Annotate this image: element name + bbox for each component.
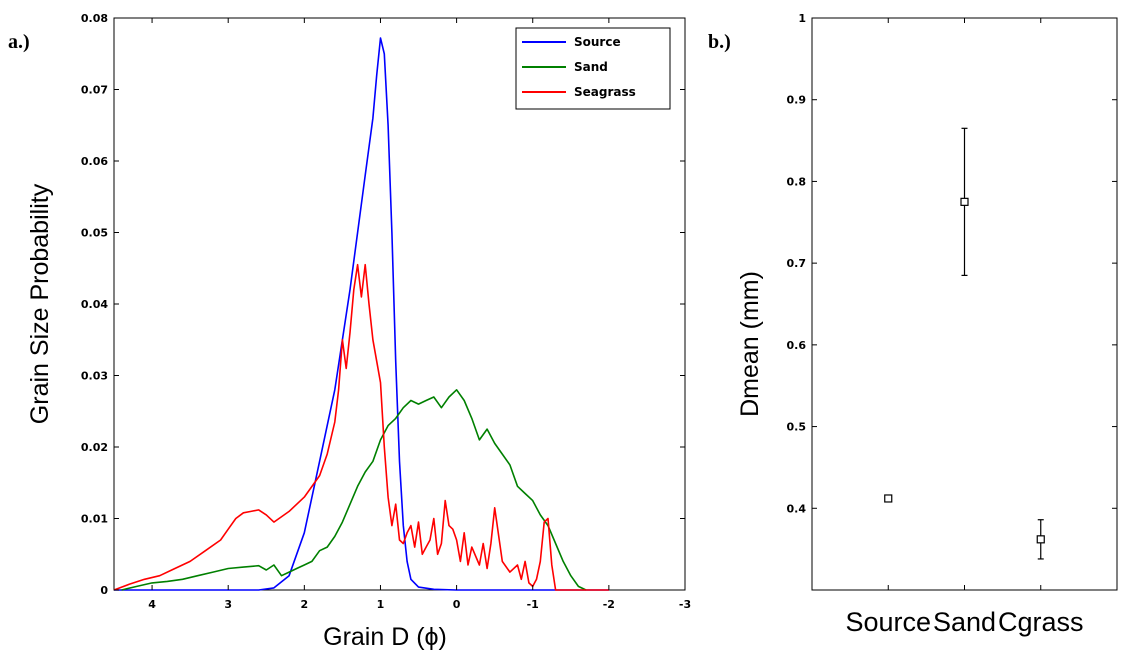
y-tick-label: 1 bbox=[798, 12, 806, 25]
x-tick-label: 2 bbox=[301, 598, 309, 611]
series-line-sand bbox=[121, 388, 587, 591]
chart-b-y-ticks: 0.4 0.5 0.6 0.7 0.8 0.9 1 bbox=[787, 12, 1117, 515]
y-tick-label: 0.6 bbox=[787, 339, 807, 352]
y-tick-label: 0.04 bbox=[81, 298, 108, 311]
chart-a-legend: Source Sand Seagrass bbox=[515, 27, 671, 110]
category-label-source: Source bbox=[845, 607, 931, 637]
chart-b-plot-area bbox=[811, 17, 1118, 591]
x-tick-label: 1 bbox=[377, 598, 385, 611]
x-tick-label: 0 bbox=[453, 598, 461, 611]
y-tick-label: 0.07 bbox=[81, 84, 108, 97]
chart-a-plot-area bbox=[113, 17, 686, 591]
y-tick-label: 0.08 bbox=[81, 12, 108, 25]
legend-label-sand: Sand bbox=[574, 60, 608, 74]
series-line-seagrass bbox=[113, 263, 609, 591]
y-tick-label: 0.01 bbox=[81, 513, 108, 526]
y-tick-label: 0.8 bbox=[787, 175, 807, 188]
y-tick-label: 0.5 bbox=[787, 421, 807, 434]
series-line-source bbox=[114, 37, 609, 591]
x-tick-label: -2 bbox=[603, 598, 615, 611]
y-tick-label: 0.7 bbox=[787, 257, 807, 270]
y-tick-label: 0.4 bbox=[787, 502, 807, 515]
data-point-source bbox=[884, 494, 893, 503]
chart-a-y-ticks: 0 0.01 0.02 0.03 0.04 0.05 0.06 0.07 0.08 bbox=[81, 12, 685, 597]
x-tick-label: 3 bbox=[224, 598, 232, 611]
panel-b-label: b.) bbox=[708, 31, 731, 53]
y-tick-label: 0.05 bbox=[81, 227, 108, 240]
panel-a-label: a.) bbox=[8, 31, 30, 53]
y-tick-label: 0.03 bbox=[81, 370, 108, 383]
category-label-cgrass: Cgrass bbox=[998, 607, 1084, 637]
y-tick-label: 0.9 bbox=[787, 94, 807, 107]
chart-b-category-labels: Source Sand Cgrass bbox=[845, 18, 1084, 637]
x-tick-label: -3 bbox=[679, 598, 691, 611]
category-label-sand: Sand bbox=[933, 607, 996, 637]
chart-a-y-axis-title: Grain Size Probability bbox=[26, 183, 54, 424]
x-tick-label: 4 bbox=[148, 598, 156, 611]
y-tick-label: 0 bbox=[100, 584, 108, 597]
y-tick-label: 0.06 bbox=[81, 155, 108, 168]
data-point-sand bbox=[960, 197, 969, 206]
chart-b-y-axis-title: Dmean (mm) bbox=[736, 271, 764, 417]
y-tick-label: 0.02 bbox=[81, 441, 108, 454]
chart-a: 4 3 2 1 0 -1 -2 -3 0 0.01 0.02 0.03 0.04 0.05 0.06 0.0… bbox=[26, 12, 691, 651]
chart-a-x-axis-title: Grain D (ϕ) bbox=[323, 623, 447, 651]
legend-label-seagrass: Seagrass bbox=[574, 85, 636, 99]
chart-b-frame bbox=[811, 17, 1118, 591]
chart-a-x-ticks: 4 3 2 1 0 -1 -2 -3 bbox=[148, 18, 691, 611]
x-tick-label: -1 bbox=[527, 598, 539, 611]
legend-label-source: Source bbox=[574, 35, 621, 49]
data-point-cgrass bbox=[1036, 535, 1045, 544]
chart-a-frame bbox=[113, 17, 686, 591]
chart-b: 0.4 0.5 0.6 0.7 0.8 0.9 1 Source Sand Cgrass Dme… bbox=[736, 12, 1118, 637]
